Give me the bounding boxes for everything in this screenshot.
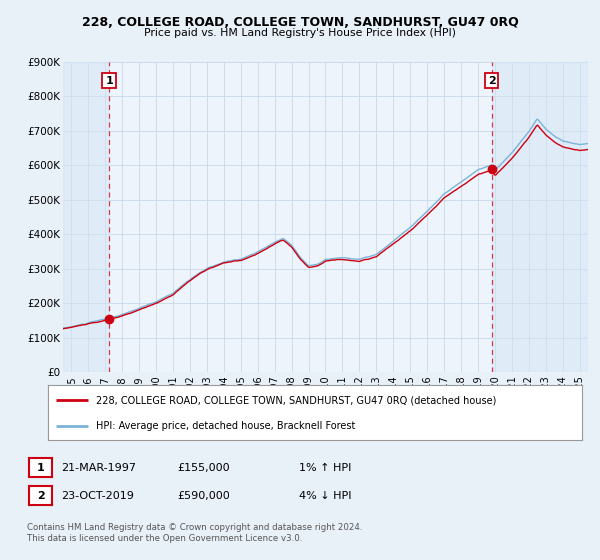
- Text: 1% ↑ HPI: 1% ↑ HPI: [299, 463, 351, 473]
- Bar: [491, 62, 588, 372]
- Text: HPI: Average price, detached house, Bracknell Forest: HPI: Average price, detached house, Brac…: [96, 421, 355, 431]
- Text: £590,000: £590,000: [177, 491, 230, 501]
- Text: 1: 1: [37, 463, 44, 473]
- Text: 21-MAR-1997: 21-MAR-1997: [61, 463, 136, 473]
- Text: This data is licensed under the Open Government Licence v3.0.: This data is licensed under the Open Gov…: [27, 534, 302, 543]
- Text: 2: 2: [37, 491, 44, 501]
- Text: 23-OCT-2019: 23-OCT-2019: [61, 491, 134, 501]
- Text: Price paid vs. HM Land Registry's House Price Index (HPI): Price paid vs. HM Land Registry's House …: [144, 28, 456, 38]
- Text: Contains HM Land Registry data © Crown copyright and database right 2024.: Contains HM Land Registry data © Crown c…: [27, 523, 362, 532]
- Text: 1: 1: [105, 76, 113, 86]
- Text: 228, COLLEGE ROAD, COLLEGE TOWN, SANDHURST, GU47 0RQ: 228, COLLEGE ROAD, COLLEGE TOWN, SANDHUR…: [82, 16, 518, 29]
- Text: £155,000: £155,000: [177, 463, 230, 473]
- Bar: [63, 62, 109, 372]
- Text: 228, COLLEGE ROAD, COLLEGE TOWN, SANDHURST, GU47 0RQ (detached house): 228, COLLEGE ROAD, COLLEGE TOWN, SANDHUR…: [96, 395, 496, 405]
- Text: 4% ↓ HPI: 4% ↓ HPI: [299, 491, 352, 501]
- Text: 2: 2: [488, 76, 496, 86]
